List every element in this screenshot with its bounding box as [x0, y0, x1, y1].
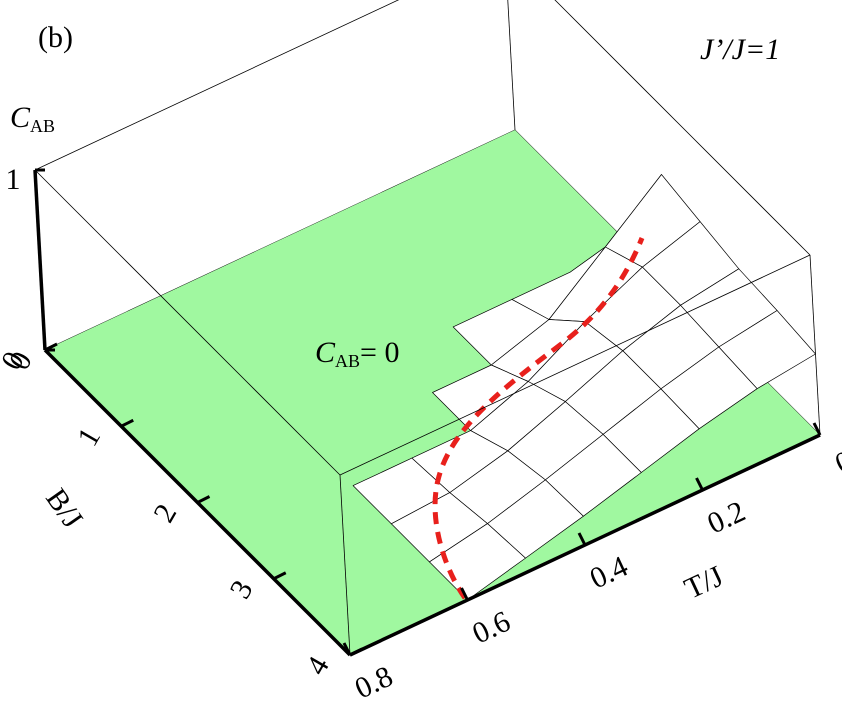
annotation-text: = 0	[360, 336, 399, 369]
annotation: CAB= 0	[315, 336, 399, 371]
z-label-sub: AB	[30, 116, 55, 136]
x-axis-label: T/J	[680, 559, 729, 605]
box-edge	[34, 0, 400, 171]
x-tick-label: 0.6	[467, 605, 515, 651]
box-edge	[554, 0, 811, 256]
annotation-sub: AB	[335, 351, 360, 371]
x-tick-label: 0	[830, 445, 842, 481]
box-edge	[339, 474, 351, 656]
x-tick-label: 0.2	[702, 495, 750, 541]
x-tick-label: 0.4	[585, 550, 633, 596]
y-tick	[196, 495, 211, 504]
y-tick	[44, 342, 58, 352]
axis-line	[33, 169, 47, 351]
x-tick	[577, 532, 587, 546]
y-axis-label: B/J	[39, 483, 89, 535]
box-edge	[339, 254, 811, 476]
y-tick-label: 4	[300, 651, 336, 680]
y-tick-label: 3	[223, 575, 259, 604]
annotation-main: C	[315, 336, 336, 369]
mesh-layer	[352, 174, 816, 601]
y-tick-label: 2	[147, 498, 183, 527]
parameter-label: J’/J=1	[700, 33, 780, 66]
z-axis-label: CAB	[10, 101, 55, 136]
panel-label: (b)	[38, 21, 73, 54]
z-label-main: C	[10, 101, 31, 134]
x-tick-label: 0.8	[350, 660, 398, 701]
y-tick	[120, 418, 134, 428]
box-edge	[809, 254, 821, 436]
y-tick	[273, 571, 287, 581]
box-edge	[507, 0, 516, 131]
y-tick	[349, 647, 363, 657]
x-tick	[460, 587, 469, 601]
box-edge	[34, 169, 341, 476]
x-tick	[812, 422, 822, 436]
x-tick	[695, 477, 704, 491]
z-tick-label: 1	[6, 163, 21, 196]
y-tick-label: 1	[71, 422, 107, 451]
zero-boundary	[432, 237, 645, 600]
x-tick	[342, 642, 352, 656]
